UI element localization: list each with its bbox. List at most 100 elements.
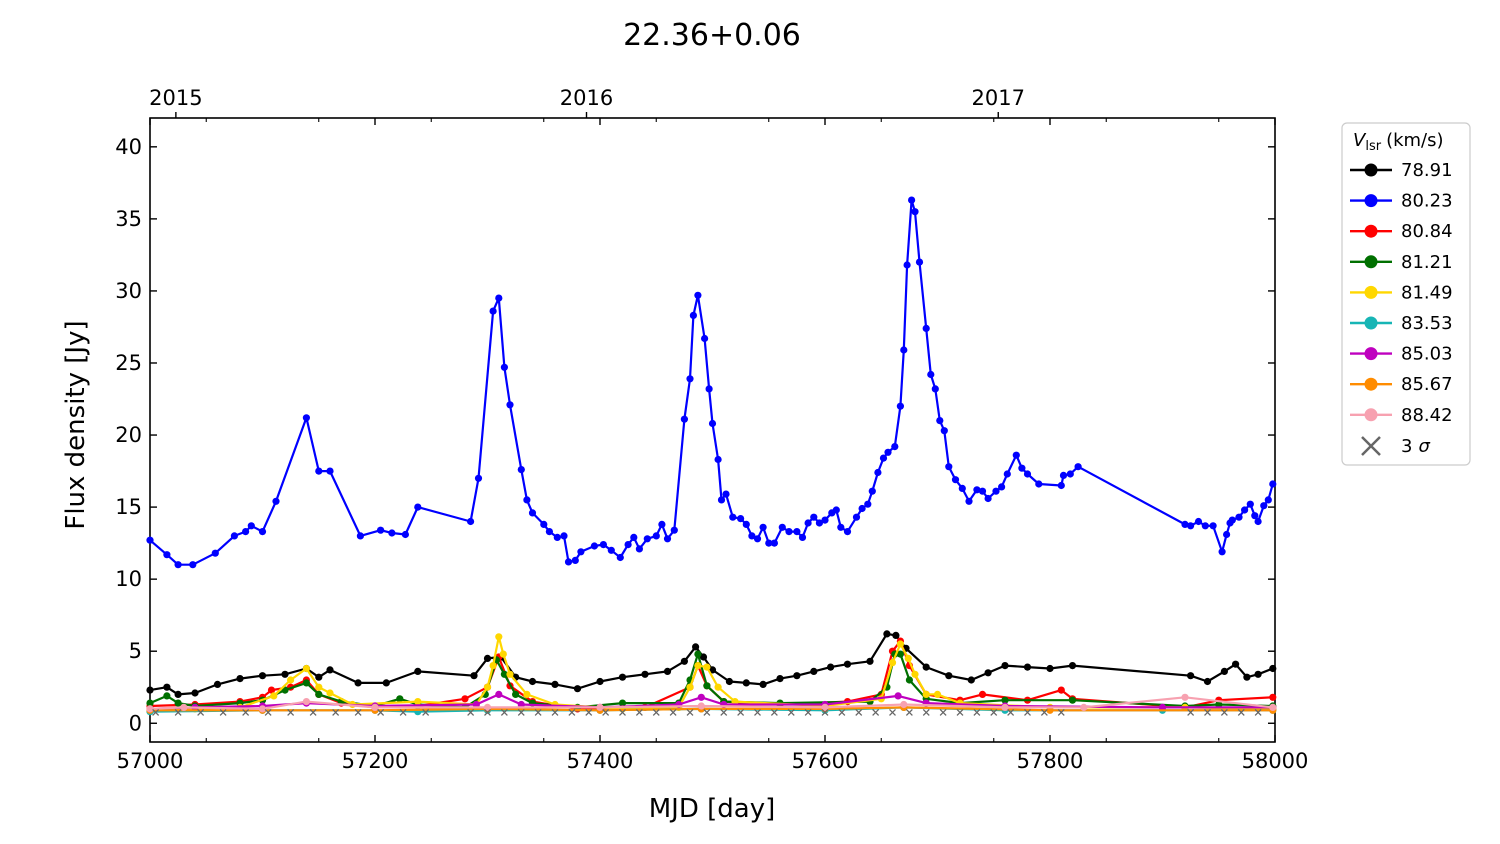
data-point-80.23-65	[785, 528, 793, 536]
data-point-80.23-43	[658, 520, 666, 529]
data-point-78.91-51	[1220, 667, 1228, 676]
data-point-80.23-116	[1201, 522, 1209, 530]
x-tick-label-57600: 57600	[792, 749, 859, 773]
data-point-78.91-34	[810, 667, 818, 676]
legend-item-88.42: 88.42	[1350, 405, 1453, 426]
legend-item-81.49: 81.49	[1350, 282, 1453, 303]
data-point-80.23-129	[1269, 480, 1277, 488]
sigma-marker-1	[174, 708, 182, 716]
sigma-marker-45	[1007, 708, 1015, 716]
data-point-80.23-15	[388, 529, 396, 537]
data-point-78.91-45	[1001, 662, 1009, 670]
data-point-80.23-53	[714, 455, 722, 464]
sigma-marker-26	[686, 708, 694, 716]
sigma-marker-24	[652, 708, 660, 716]
sigma-marker-37	[872, 708, 880, 716]
data-point-80.23-55	[722, 490, 730, 498]
sigma-marker-49	[1187, 708, 1195, 716]
y-axis-title: Flux density [Jy]	[61, 320, 91, 529]
data-point-81.21-0	[146, 699, 154, 707]
data-point-78.91-18	[528, 677, 537, 686]
data-point-78.91-5	[236, 675, 244, 683]
data-point-80.23-73	[832, 506, 840, 514]
top-tick-label-2017: 2017	[972, 86, 1025, 110]
data-point-80.23-35	[599, 541, 608, 549]
data-point-80.23-14	[377, 526, 385, 534]
sigma-marker-52	[1237, 708, 1245, 716]
sigma-marker-36	[855, 708, 863, 716]
data-point-80.23-26	[528, 509, 537, 517]
data-point-78.91-6	[258, 672, 267, 680]
sigma-marker-46	[1024, 708, 1031, 716]
x-tick-label-57000: 57000	[117, 749, 184, 773]
sigma-marker-50	[1204, 708, 1211, 716]
data-point-78.91-10	[326, 666, 334, 674]
data-point-80.23-59	[748, 532, 756, 540]
legend-item-78.91: 78.91	[1350, 160, 1453, 181]
series-78.91	[146, 630, 1277, 699]
legend-title-subscript: lsr	[1365, 139, 1381, 154]
sigma-marker-39	[905, 708, 913, 716]
sigma-marker-4	[242, 708, 250, 716]
data-point-80.84-30	[978, 690, 987, 699]
x-tick-label-57200: 57200	[342, 749, 409, 773]
sigma-marker-35	[838, 708, 846, 716]
sigma-marker-15	[500, 708, 508, 716]
data-point-85.03-6	[495, 690, 503, 699]
y-tick-label-15: 15	[115, 495, 142, 519]
data-point-88.42-4	[371, 703, 379, 712]
data-point-88.42-0	[146, 705, 154, 713]
data-point-80.23-101	[984, 494, 992, 503]
data-point-80.23-52	[708, 419, 717, 428]
legend-item-80.84: 80.84	[1350, 221, 1453, 242]
data-point-78.91-2	[174, 690, 182, 699]
data-point-80.23-108	[1035, 480, 1043, 488]
data-point-80.23-29	[553, 533, 561, 542]
data-point-78.91-11	[354, 679, 362, 687]
data-point-78.91-36	[843, 660, 852, 668]
data-point-80.23-124	[1246, 500, 1254, 508]
data-point-80.23-21	[495, 294, 503, 302]
data-point-78.91-1	[163, 683, 171, 691]
sigma-marker-23	[635, 708, 643, 716]
data-point-81.49-22	[703, 663, 711, 671]
data-point-78.91-55	[1269, 664, 1277, 673]
data-point-78.91-33	[793, 672, 801, 680]
data-point-80.23-78	[864, 500, 872, 508]
sigma-marker-27	[703, 708, 711, 716]
legend-label-88.42: 88.42	[1401, 405, 1453, 426]
sigma-marker-11	[399, 708, 407, 716]
data-point-80.23-85	[900, 346, 908, 354]
data-point-81.49-29	[904, 654, 912, 663]
series-line-85.67	[150, 706, 1273, 712]
data-point-81.49-28	[896, 640, 905, 648]
series-88.42	[146, 693, 1277, 713]
legend-label-78.91: 78.91	[1401, 160, 1453, 181]
legend-sigma-prefix: 3	[1401, 436, 1412, 457]
data-point-80.23-37	[616, 553, 624, 562]
data-point-80.23-32	[571, 556, 579, 565]
data-point-80.23-79	[868, 487, 876, 495]
sigma-marker-32	[787, 708, 795, 716]
data-point-80.23-31	[564, 558, 573, 566]
data-point-88.42-12	[1181, 693, 1189, 701]
data-point-80.23-89	[915, 258, 924, 266]
data-point-88.42-10	[1001, 703, 1009, 712]
data-point-80.23-70	[815, 519, 824, 527]
data-point-81.21-24	[703, 682, 711, 690]
data-point-78.91-20	[573, 685, 582, 693]
chart-title: 22.36+0.06	[623, 18, 801, 53]
legend-label-85.67: 85.67	[1401, 374, 1453, 395]
data-point-80.23-9	[272, 497, 280, 505]
data-point-81.49-16	[523, 690, 531, 699]
data-point-80.23-0	[146, 536, 154, 544]
data-point-78.91-54	[1254, 670, 1262, 678]
data-point-80.23-68	[804, 519, 812, 527]
sigma-marker-21	[602, 708, 610, 716]
data-point-80.23-51	[705, 385, 713, 393]
data-point-80.23-50	[701, 334, 709, 343]
sigma-marker-47	[1040, 708, 1048, 716]
y-tick-label-10: 10	[115, 567, 142, 591]
data-point-81.49-14	[499, 650, 507, 658]
data-point-80.23-25	[523, 496, 531, 504]
